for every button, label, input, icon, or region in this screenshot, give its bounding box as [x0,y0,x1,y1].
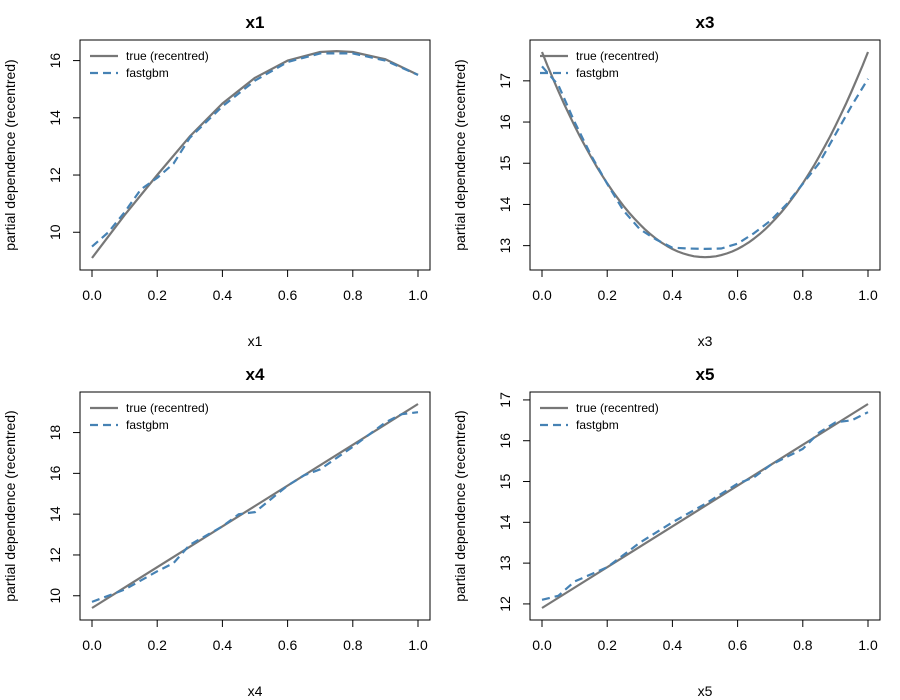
x-tick-label: 0.0 [82,287,102,303]
y-axis-label: partial dependence (recentred) [2,59,18,250]
x-axis-label: x3 [698,333,713,349]
y-tick-label: 10 [47,224,63,240]
series-line-fastgbm [91,52,419,248]
y-tick-label: 16 [47,465,63,481]
legend-entry: fastgbm [576,418,619,432]
y-axis-label: partial dependence (recentred) [452,59,468,250]
y-tick-label: 16 [497,433,513,449]
series-line-fastgbm [541,65,869,250]
x-tick-label: 0.6 [728,287,748,303]
y-tick-label: 10 [47,588,63,604]
series-line-true [91,49,419,259]
panel-title: x4 [246,365,265,384]
legend-entry: fastgbm [126,66,169,80]
x-tick-label: 0.8 [343,287,363,303]
x-tick-label: 0.8 [343,637,363,653]
x-axis-label: x4 [248,683,263,699]
x-tick-label: 1.0 [858,287,878,303]
x-tick-label: 0.0 [532,637,552,653]
legend-entry: true (recentred) [576,49,659,63]
x-tick-label: 0.2 [147,637,167,653]
x-tick-label: 0.2 [597,287,617,303]
y-tick-label: 14 [497,514,513,530]
x-tick-label: 0.8 [793,637,813,653]
legend-entry: fastgbm [126,418,169,432]
x-tick-label: 0.6 [278,287,298,303]
y-tick-label: 18 [47,425,63,441]
x-tick-label: 1.0 [858,637,878,653]
x-tick-label: 0.2 [597,637,617,653]
panel-x3: x3 0.0 0.2 0.4 0.6 0.8 1.0 x3 13 14 15 16 17 partial … [452,13,881,349]
x-axis-label: x1 [248,333,263,349]
y-tick-label: 17 [497,392,513,408]
series-line-true [91,403,419,609]
panel-x4: x4 0.0 0.2 0.4 0.6 0.8 1.0 x4 10 12 14 16 18 partial … [2,365,431,699]
y-tick-label: 12 [47,547,63,563]
y-tick-label: 12 [497,596,513,612]
x-tick-label: 0.8 [793,287,813,303]
x-tick-label: 0.6 [728,637,748,653]
x-tick-label: 0.4 [213,287,233,303]
panel-x1: x1 0.0 0.2 0.4 0.6 0.8 1.0 x1 10 12 14 16 partial de… [2,13,431,349]
x-tick-label: 0.0 [82,637,102,653]
panel-title: x5 [696,365,715,384]
y-tick-label: 12 [47,167,63,183]
x-tick-label: 0.4 [663,287,683,303]
x-tick-label: 0.0 [532,287,552,303]
legend-entry: true (recentred) [576,401,659,415]
x-tick-label: 0.4 [213,637,233,653]
y-tick-label: 13 [497,555,513,571]
panel-title: x1 [246,13,265,32]
series-line-true [541,403,869,609]
legend-entry: true (recentred) [126,401,209,415]
y-axis-label: partial dependence (recentred) [2,410,18,601]
y-tick-label: 14 [47,506,63,522]
panel-title: x3 [696,13,715,32]
x-tick-label: 1.0 [408,287,428,303]
x-axis-label: x5 [698,683,713,699]
legend-entry: fastgbm [576,66,619,80]
y-tick-label: 14 [47,110,63,126]
panel-x5: x5 0.0 0.2 0.4 0.6 0.8 1.0 x5 12 13 14 15 16 17 partia… [452,365,881,699]
x-tick-label: 0.4 [663,637,683,653]
y-tick-label: 15 [497,474,513,490]
legend-entry: true (recentred) [126,49,209,63]
plot-frame [529,391,881,621]
y-tick-label: 15 [497,155,513,171]
y-tick-label: 17 [497,73,513,89]
x-tick-label: 0.2 [147,287,167,303]
plot-frame [79,39,431,271]
series-line-fastgbm [541,411,869,601]
x-tick-label: 0.6 [278,637,298,653]
y-tick-label: 13 [497,238,513,254]
series-line-true [540,51,870,259]
plot-frame [79,391,431,621]
plot-frame [529,39,881,271]
y-tick-label: 16 [497,114,513,130]
series-line-fastgbm [91,411,419,603]
x-tick-label: 1.0 [408,637,428,653]
y-tick-label: 16 [47,53,63,69]
y-axis-label: partial dependence (recentred) [452,410,468,601]
y-tick-label: 14 [497,196,513,212]
